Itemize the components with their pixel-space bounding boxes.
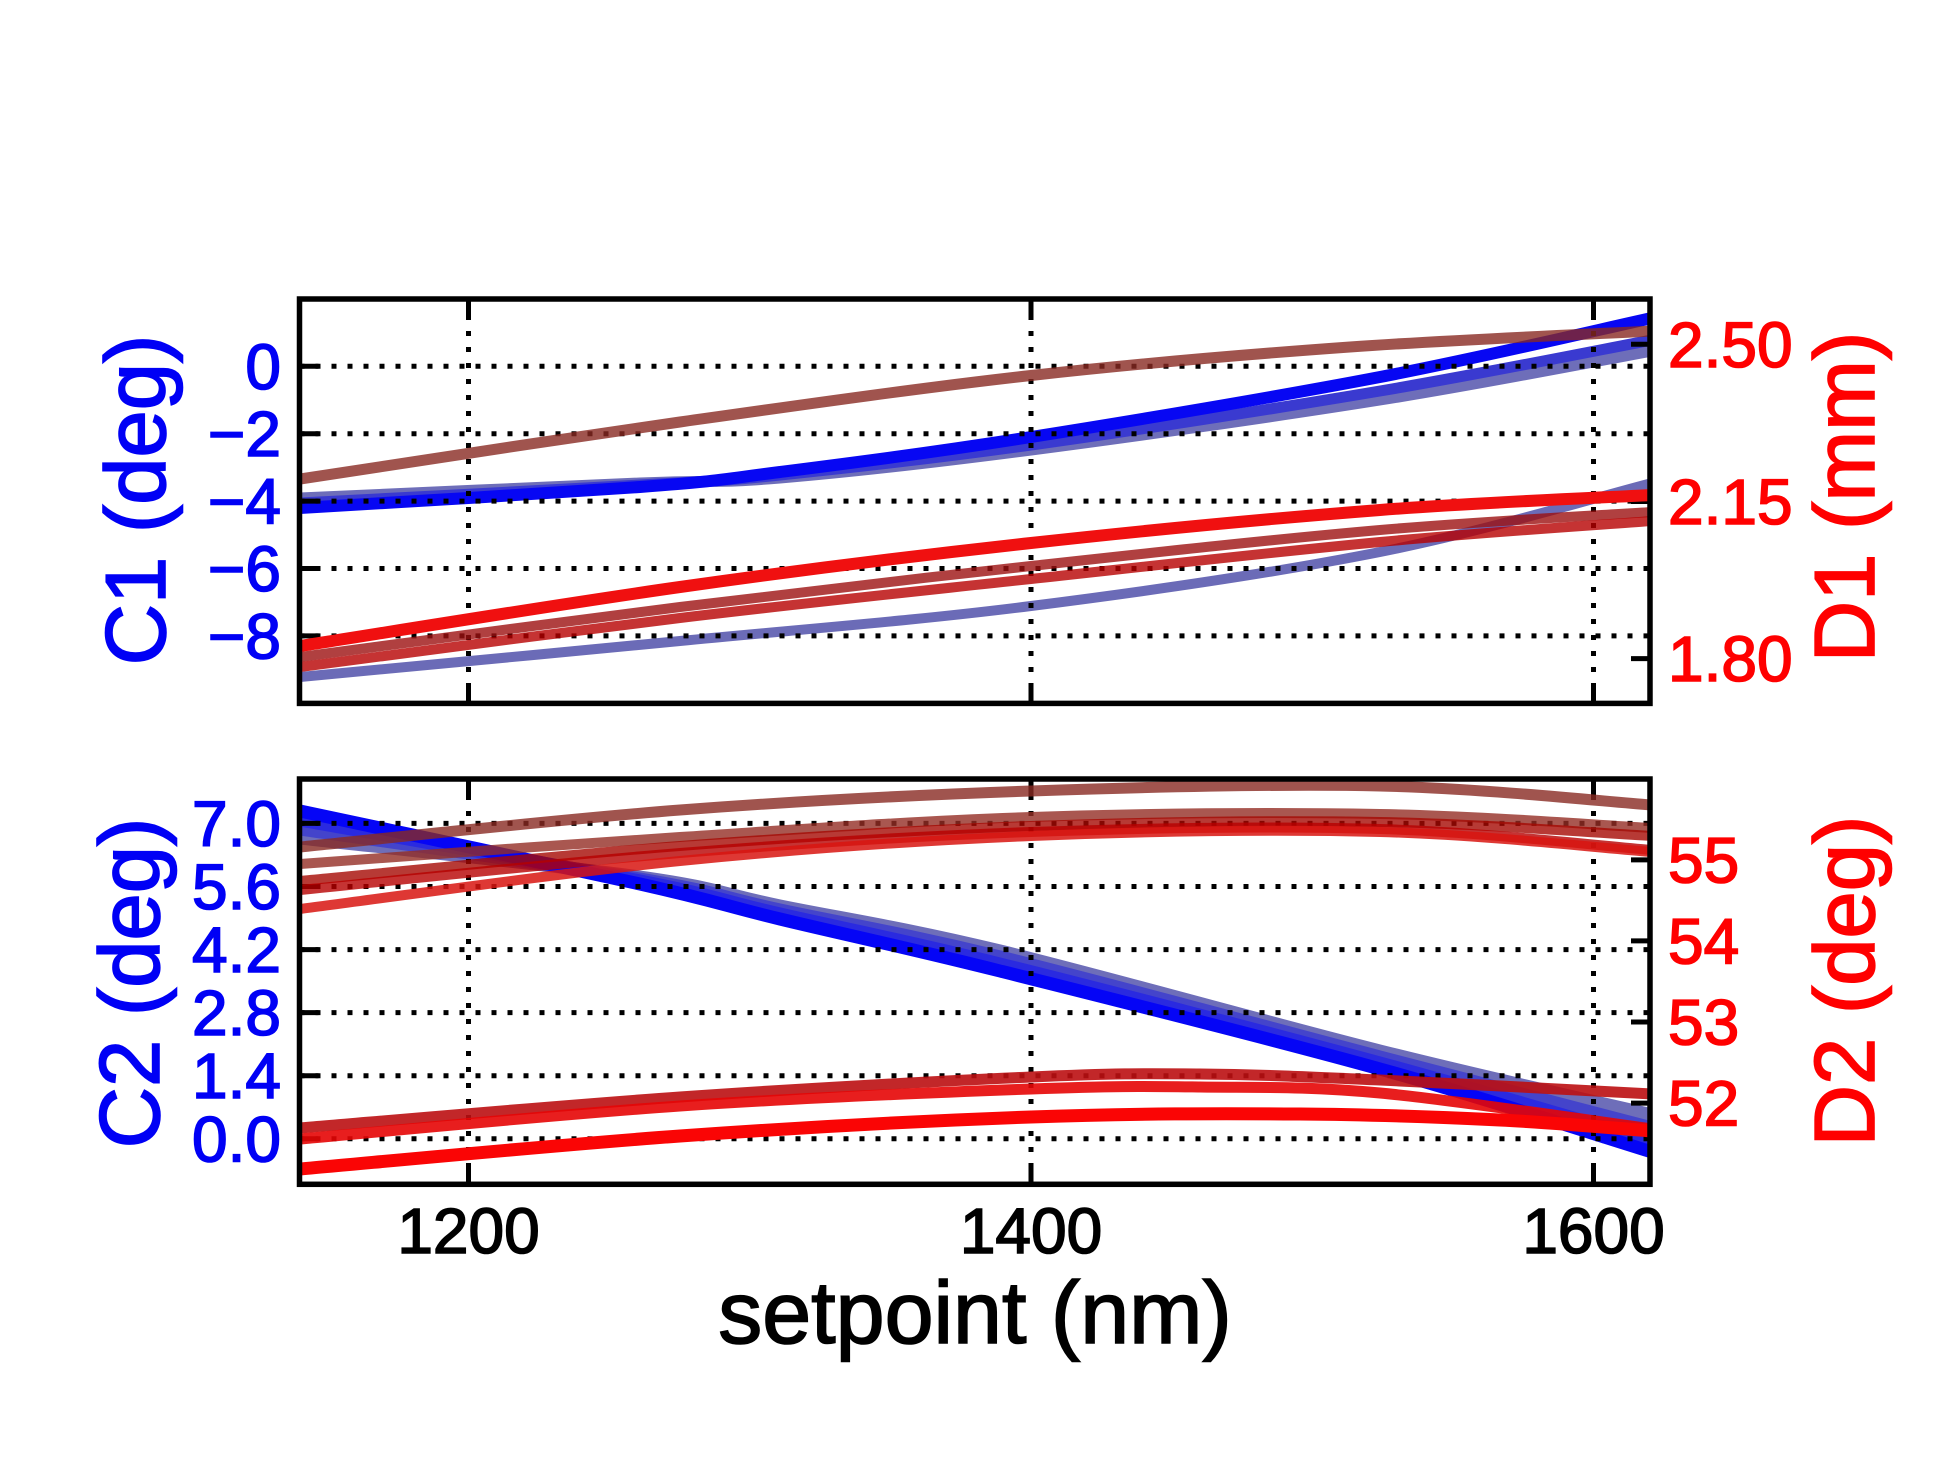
svg-text:D2 (deg): D2 (deg) xyxy=(1798,816,1893,1147)
svg-text:D1 (mm): D1 (mm) xyxy=(1798,332,1893,663)
svg-text:1.4: 1.4 xyxy=(192,1040,281,1112)
svg-text:4.2: 4.2 xyxy=(192,914,281,986)
svg-text:1400: 1400 xyxy=(960,1195,1102,1267)
svg-text:−8: −8 xyxy=(208,600,281,672)
svg-text:5.6: 5.6 xyxy=(192,851,281,923)
svg-text:2.15: 2.15 xyxy=(1668,466,1793,538)
svg-text:1.80: 1.80 xyxy=(1668,623,1793,695)
svg-text:2.8: 2.8 xyxy=(192,977,281,1049)
svg-text:54: 54 xyxy=(1668,905,1739,977)
svg-text:1200: 1200 xyxy=(397,1195,539,1267)
svg-text:setpoint (nm): setpoint (nm) xyxy=(718,1263,1232,1362)
svg-text:0: 0 xyxy=(245,331,281,403)
svg-text:−2: −2 xyxy=(208,398,281,470)
svg-text:0.0: 0.0 xyxy=(192,1103,281,1175)
svg-text:1600: 1600 xyxy=(1522,1195,1664,1267)
svg-text:−4: −4 xyxy=(208,466,281,538)
svg-text:2.50: 2.50 xyxy=(1668,309,1793,381)
svg-text:C2 (deg): C2 (deg) xyxy=(83,818,178,1149)
svg-text:−6: −6 xyxy=(208,533,281,605)
svg-text:55: 55 xyxy=(1668,824,1739,896)
svg-text:C1 (deg): C1 (deg) xyxy=(89,335,184,666)
svg-text:7.0: 7.0 xyxy=(192,788,281,860)
svg-text:52: 52 xyxy=(1668,1068,1739,1140)
svg-text:53: 53 xyxy=(1668,987,1739,1059)
